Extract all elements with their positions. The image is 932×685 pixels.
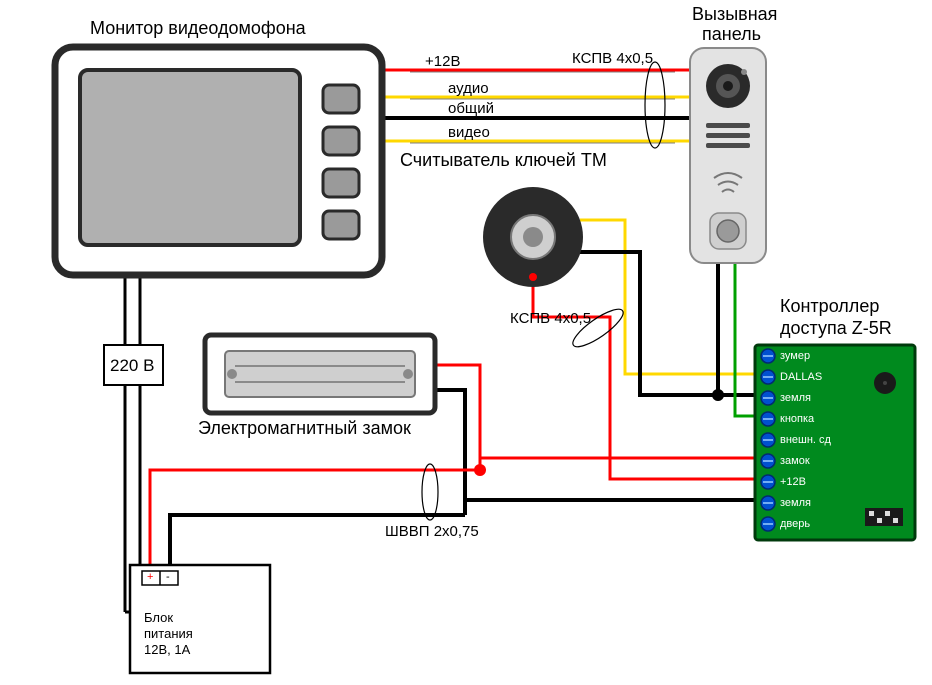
monitor-btn-1: [323, 85, 359, 113]
wire-lock-neg: [435, 390, 761, 500]
ir-led: [741, 69, 747, 75]
monitor-btn-3: [323, 169, 359, 197]
dip-3: [885, 511, 890, 516]
term-0: зумер: [780, 350, 810, 362]
wire-label-video: видео: [448, 124, 490, 141]
term-2: земля: [780, 392, 811, 404]
term-4: внешн. сд: [780, 434, 831, 446]
call-btn: [717, 220, 739, 242]
speaker-slot-2: [706, 133, 750, 138]
panel-label-1: Вызывная: [692, 4, 777, 25]
term-3: кнопка: [780, 413, 814, 425]
psu-l3: 12В, 1А: [144, 642, 190, 658]
mains-label: 220 В: [110, 356, 154, 376]
psu-minus: -: [166, 571, 170, 583]
monitor-label: Монитор видеодомофона: [90, 18, 306, 39]
psu-l1: Блок: [144, 610, 173, 626]
reader-label: Считыватель ключей ТМ: [400, 150, 607, 171]
controller-terminals: [761, 349, 775, 531]
maglock-bolt-l: [227, 369, 237, 379]
cable-marker-shvvp: [422, 464, 438, 520]
term-5: замок: [780, 455, 810, 467]
dip-switch: [865, 508, 903, 526]
speaker-slot-1: [706, 123, 750, 128]
term-7: земля: [780, 497, 811, 509]
monitor-btn-4: [323, 211, 359, 239]
monitor-screen: [80, 70, 300, 245]
dip-2: [877, 518, 882, 523]
maglock-label: Электромагнитный замок: [198, 418, 411, 439]
monitor-btn-2: [323, 127, 359, 155]
reader-center: [523, 227, 543, 247]
term-6: +12В: [780, 476, 806, 488]
maglock-bolt-r: [403, 369, 413, 379]
term-8: дверь: [780, 518, 810, 530]
controller-label-1: Контроллер: [780, 296, 879, 317]
maglock-inner: [225, 351, 415, 397]
psu-l2: питания: [144, 626, 193, 642]
wire-lock-pos: [435, 365, 761, 458]
wire-label-common: общий: [448, 100, 494, 117]
junction-panel-gnd: [712, 389, 724, 401]
wire-psu-pos: [150, 470, 480, 565]
buzzer-hole: [883, 381, 887, 385]
speaker-slot-3: [706, 143, 750, 148]
kspv-top-label: КСПВ 4х0,5: [572, 50, 653, 67]
psu-plus: +: [147, 571, 153, 583]
camera-pupil: [723, 81, 733, 91]
kspv-mid-label: КСПВ 4х0,5: [510, 310, 591, 327]
wire-label-audio: аудио: [448, 80, 489, 97]
panel-label-2: панель: [702, 24, 761, 45]
dip-4: [893, 518, 898, 523]
reader-led: [529, 273, 537, 281]
term-1: DALLAS: [780, 371, 822, 383]
wire-label-12v: +12В: [425, 53, 460, 70]
controller-label-2: доступа Z-5R: [780, 318, 892, 339]
shvvp-label: ШВВП 2х0,75: [385, 523, 479, 540]
dip-1: [869, 511, 874, 516]
cable-marker-top: [645, 62, 665, 148]
